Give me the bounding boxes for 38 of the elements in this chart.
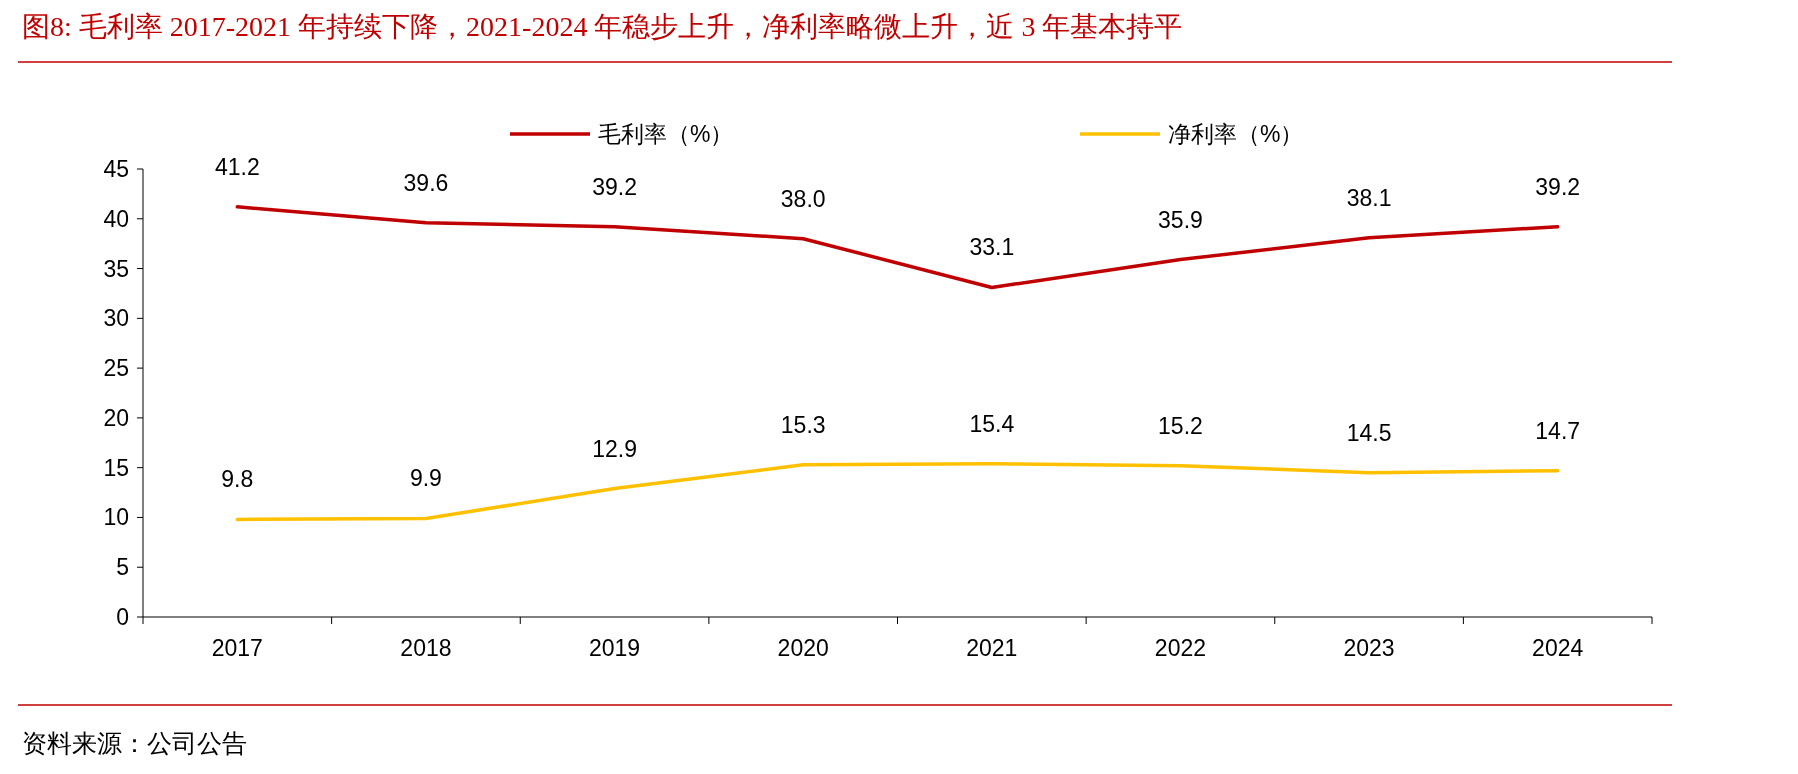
data-label: 39.2 [592, 173, 637, 200]
y-tick: 10 [103, 504, 129, 531]
data-label: 14.5 [1346, 419, 1392, 446]
data-label: 9.9 [409, 465, 442, 492]
y-tick: 30 [103, 305, 129, 332]
data-label: 38.1 [1346, 184, 1392, 211]
annotation: 资料来源：公司公告 [22, 730, 247, 757]
y-tick: 40 [103, 205, 129, 232]
data-label: 15.3 [780, 411, 826, 438]
data-label: 9.8 [221, 466, 254, 493]
data-label: 12.9 [592, 435, 637, 462]
x-tick: 2017 [211, 635, 263, 661]
x-tick: 2019 [589, 635, 641, 661]
data-label: 15.4 [969, 410, 1015, 437]
legend-label: 净利率（%） [1168, 121, 1304, 147]
x-tick: 2024 [1532, 635, 1584, 661]
x-tick: 2023 [1343, 635, 1395, 661]
data-label: 33.1 [969, 234, 1015, 261]
y-tick: 35 [103, 255, 129, 282]
x-tick: 2021 [966, 635, 1018, 661]
y-tick: 5 [116, 554, 129, 581]
x-tick: 2022 [1154, 635, 1206, 661]
legend-label: 毛利率（%） [598, 121, 734, 147]
data-label: 41.2 [214, 153, 260, 180]
x-tick: 2018 [400, 635, 452, 661]
data-label: 39.6 [403, 169, 449, 196]
x-tick: 2020 [777, 635, 829, 661]
y-tick: 15 [103, 454, 129, 481]
data-label: 39.2 [1535, 173, 1581, 200]
y-tick: 20 [103, 404, 129, 431]
data-label: 35.9 [1158, 206, 1203, 233]
y-tick: 0 [116, 604, 129, 630]
y-tick: 45 [103, 156, 129, 182]
y-tick: 25 [103, 355, 129, 382]
data-label: 15.2 [1158, 412, 1203, 439]
data-label: 38.0 [780, 185, 826, 212]
data-label: 14.7 [1535, 417, 1581, 444]
title: 图8: 毛利率 2017-2021 年持续下降，2021-2024 年稳步上升，净利率略微上升，近 3 年基本持平 [22, 11, 1183, 42]
